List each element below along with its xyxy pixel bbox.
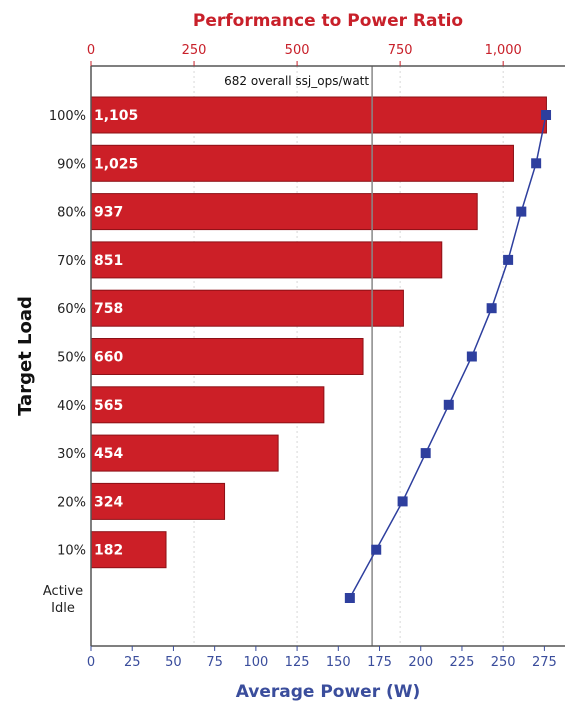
- bottom-tick-label: 0: [87, 655, 95, 670]
- bars: 1,105 1,025 937 851 758 660 565 454 324 182: [90, 96, 547, 569]
- bar-value-label: 1,025: [94, 156, 138, 172]
- category-label: 60%: [57, 302, 86, 317]
- bar-value-label: 324: [94, 494, 123, 510]
- power-point: [371, 544, 382, 555]
- bottom-tick-label: 175: [367, 655, 392, 670]
- bar: [90, 289, 404, 327]
- power-point: [486, 303, 497, 314]
- tick-labels: 0 250 500 750 1,000 0 25 50 75 100 125 150 175 200 225…: [43, 43, 557, 670]
- bar: [90, 193, 478, 231]
- power-point: [531, 158, 542, 169]
- bottom-tick-label: 50: [165, 655, 182, 670]
- bottom-tick-label: 275: [532, 655, 557, 670]
- top-tick-label: 0: [87, 43, 95, 58]
- category-label: 10%: [57, 544, 86, 559]
- y-axis-title: Target Load: [15, 296, 36, 416]
- bottom-tick-label: 200: [408, 655, 433, 670]
- category-label: 100%: [49, 109, 86, 124]
- power-point: [541, 110, 552, 120]
- bar-value-label: 937: [94, 205, 123, 221]
- bar: [90, 434, 279, 472]
- power-point: [516, 206, 527, 217]
- category-label: Active Idle: [43, 584, 83, 616]
- bottom-tick-label: 150: [326, 655, 351, 670]
- power-point: [443, 399, 454, 410]
- category-label: 30%: [57, 447, 86, 462]
- power-point: [420, 448, 431, 459]
- bottom-tick-label: 25: [124, 655, 141, 670]
- bar: [90, 144, 514, 182]
- bottom-tick-label: 250: [491, 655, 516, 670]
- category-label: 80%: [57, 206, 86, 221]
- bar-value-label: 758: [94, 301, 123, 317]
- bar: [90, 241, 443, 279]
- chart-title: Performance to Power Ratio: [193, 11, 463, 31]
- top-tick-label: 250: [182, 43, 207, 58]
- bar: [90, 338, 364, 375]
- category-label: 40%: [57, 399, 86, 414]
- power-point: [466, 351, 477, 362]
- bottom-tick-label: 75: [206, 655, 223, 670]
- bar-value-label: 182: [94, 543, 123, 559]
- bottom-tick-label: 125: [285, 655, 310, 670]
- bar-value-label: 660: [94, 350, 123, 366]
- power-line: [349, 114, 547, 599]
- top-tick-label: 1,000: [485, 43, 522, 58]
- bar-value-label: 454: [94, 446, 123, 462]
- bar-value-label: 565: [94, 398, 123, 414]
- axes: [90, 61, 565, 651]
- top-tick-label: 500: [285, 43, 310, 58]
- bar-value-label: 1,105: [94, 108, 138, 124]
- category-label: 20%: [57, 495, 86, 510]
- category-label: 70%: [57, 254, 86, 269]
- power-point: [397, 496, 408, 507]
- bar-value-label: 851: [94, 253, 123, 269]
- x-axis-title: Average Power (W): [236, 682, 421, 702]
- bottom-tick-label: 100: [243, 655, 268, 670]
- power-point: [344, 593, 355, 603]
- power-point: [503, 254, 514, 265]
- top-tick-label: 750: [388, 43, 413, 58]
- reference-line-label: 682 overall ssj_ops/watt: [224, 74, 369, 88]
- bar: [90, 386, 325, 424]
- bar: [90, 531, 167, 569]
- bottom-tick-label: 225: [450, 655, 475, 670]
- power-series: [344, 110, 552, 603]
- bar: [90, 96, 547, 134]
- category-label: 50%: [57, 351, 86, 366]
- category-label: 90%: [57, 157, 86, 172]
